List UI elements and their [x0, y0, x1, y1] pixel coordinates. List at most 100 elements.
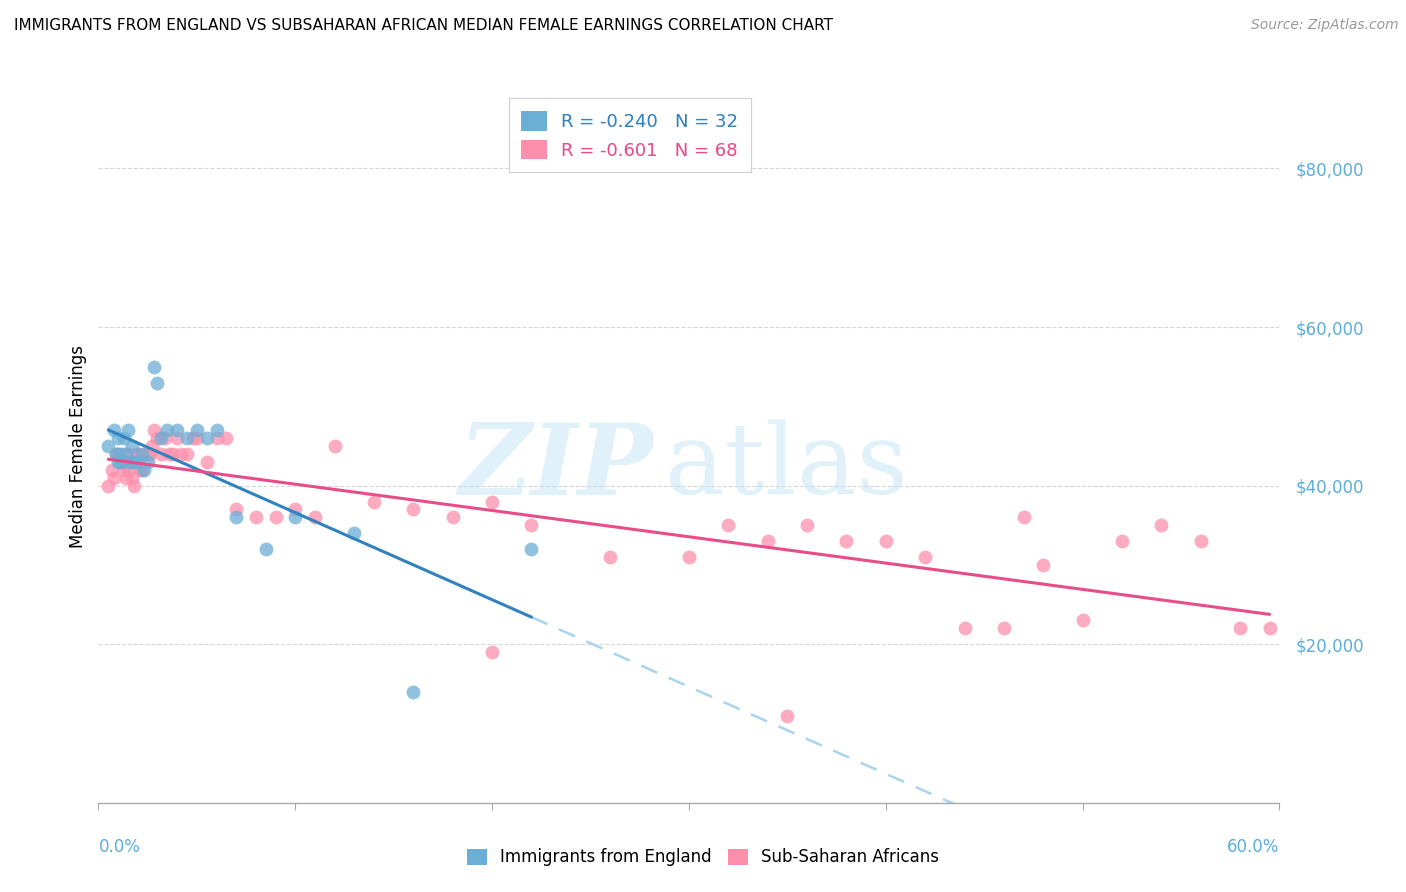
Point [1150, 518, 1173, 533]
Point [1111, 534, 1133, 549]
Point [115, 447, 138, 461]
Point [118, 455, 141, 469]
Point [304, 510, 326, 524]
Point [127, 455, 149, 469]
Point [138, 447, 160, 461]
Point [225, 502, 247, 516]
Point [323, 439, 346, 453]
Point [146, 376, 169, 390]
Point [284, 502, 307, 516]
Point [142, 423, 165, 437]
Point [756, 534, 779, 549]
Point [481, 645, 503, 659]
Point [146, 431, 169, 445]
Point [186, 423, 208, 437]
Point [402, 685, 425, 699]
Point [136, 455, 159, 469]
Point [117, 423, 139, 437]
Point [118, 455, 141, 469]
Point [186, 431, 208, 445]
Text: atlas: atlas [665, 419, 908, 516]
Point [245, 510, 267, 524]
Point [215, 431, 238, 445]
Point [107, 431, 129, 445]
Point [166, 423, 188, 437]
Point [717, 518, 740, 533]
Point [136, 447, 159, 461]
Point [97, 478, 120, 492]
Point [481, 494, 503, 508]
Point [97, 439, 120, 453]
Point [122, 478, 145, 492]
Point [157, 447, 180, 461]
Point [122, 455, 145, 469]
Y-axis label: Median Female Earnings: Median Female Earnings [69, 344, 87, 548]
Point [101, 463, 124, 477]
Point [125, 447, 148, 461]
Point [112, 447, 135, 461]
Point [150, 447, 173, 461]
Point [363, 494, 385, 508]
Text: 0.0%: 0.0% [98, 838, 141, 856]
Point [181, 431, 204, 445]
Point [121, 439, 143, 453]
Point [195, 455, 218, 469]
Text: IMMIGRANTS FROM ENGLAND VS SUBSAHARAN AFRICAN MEDIAN FEMALE EARNINGS CORRELATION: IMMIGRANTS FROM ENGLAND VS SUBSAHARAN AF… [14, 18, 834, 33]
Point [166, 431, 188, 445]
Point [953, 621, 976, 635]
Point [103, 471, 125, 485]
Point [176, 431, 198, 445]
Point [132, 463, 155, 477]
Point [108, 447, 131, 461]
Point [131, 447, 153, 461]
Point [1258, 621, 1281, 635]
Text: Source: ZipAtlas.com: Source: ZipAtlas.com [1251, 18, 1399, 32]
Legend: R = -0.240   N = 32, R = -0.601   N = 68: R = -0.240 N = 32, R = -0.601 N = 68 [509, 98, 751, 172]
Point [993, 621, 1015, 635]
Point [776, 708, 799, 723]
Point [1229, 621, 1251, 635]
Point [105, 447, 128, 461]
Point [914, 549, 936, 564]
Point [254, 542, 277, 557]
Point [1012, 510, 1035, 524]
Point [205, 431, 228, 445]
Point [176, 447, 198, 461]
Point [131, 463, 153, 477]
Point [205, 423, 228, 437]
Point [117, 463, 139, 477]
Point [111, 455, 134, 469]
Point [343, 526, 366, 541]
Point [141, 439, 163, 453]
Point [117, 447, 139, 461]
Point [103, 423, 125, 437]
Point [128, 463, 150, 477]
Point [195, 431, 218, 445]
Point [156, 423, 179, 437]
Point [162, 447, 184, 461]
Point [112, 463, 135, 477]
Point [1189, 534, 1212, 549]
Point [105, 447, 128, 461]
Point [796, 518, 818, 533]
Point [284, 510, 307, 524]
Point [107, 447, 129, 461]
Point [142, 359, 165, 374]
Point [520, 518, 543, 533]
Point [132, 447, 155, 461]
Point [875, 534, 897, 549]
Point [112, 431, 135, 445]
Point [127, 447, 149, 461]
Point [402, 502, 425, 516]
Point [678, 549, 700, 564]
Point [107, 455, 129, 469]
Point [1032, 558, 1054, 572]
Point [441, 510, 464, 524]
Point [264, 510, 287, 524]
Text: 60.0%: 60.0% [1227, 838, 1279, 856]
Point [115, 471, 138, 485]
Point [225, 510, 247, 524]
Point [155, 431, 177, 445]
Point [520, 542, 543, 557]
Point [121, 471, 143, 485]
